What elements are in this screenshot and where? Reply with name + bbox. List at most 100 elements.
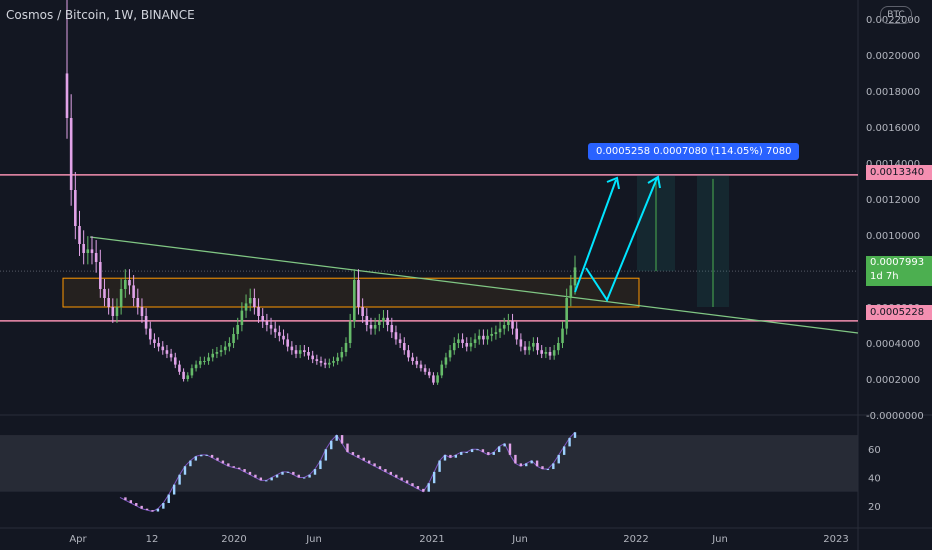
rsi-bar (497, 446, 501, 453)
rsi-bar (568, 437, 571, 447)
price-tick-label: 0.0010000 (866, 231, 920, 242)
rsi-bar (525, 463, 528, 467)
candle (128, 269, 131, 295)
candle (103, 278, 106, 307)
candle-body (377, 321, 381, 325)
candle (365, 308, 369, 332)
candle (136, 288, 140, 315)
candle-body (107, 298, 110, 307)
candle (290, 341, 294, 355)
candle-body (423, 368, 427, 372)
candle-body (207, 357, 210, 361)
candle-body (232, 334, 235, 343)
price-tick-label: 0.0012000 (866, 195, 920, 206)
rsi-bar (248, 471, 252, 475)
candle (269, 317, 273, 335)
candle-body (94, 253, 98, 262)
rsi-bar (470, 449, 474, 453)
candle (194, 360, 198, 372)
candle (207, 352, 210, 365)
candle (536, 337, 539, 355)
rsi-bar (535, 460, 539, 467)
rsi-bar (373, 463, 376, 467)
candle-body (182, 371, 185, 379)
candle-body (140, 307, 144, 316)
candle (244, 294, 248, 318)
rsi-bar (389, 471, 393, 475)
candle-body (490, 334, 494, 336)
candle-body (357, 280, 360, 307)
rsi-bar (232, 466, 235, 468)
candle-body (444, 357, 448, 365)
rsi-bar (351, 452, 355, 455)
candle (482, 329, 485, 345)
candle (115, 298, 119, 323)
current-price-tag: 0.0007993 1d 7h (866, 256, 932, 286)
candle (402, 337, 406, 355)
candle (307, 346, 310, 360)
time-tick-label: 12 (146, 534, 159, 545)
candle (78, 210, 81, 256)
candle-body (278, 332, 281, 336)
candle-body (536, 343, 539, 351)
candle (394, 325, 398, 345)
candle-body (407, 350, 410, 358)
rsi-bar (292, 471, 295, 475)
candle (561, 321, 564, 349)
candle (211, 348, 215, 362)
candle (178, 360, 181, 375)
candle-body (265, 321, 269, 325)
rsi-bar (172, 484, 176, 495)
candle-body (219, 350, 223, 352)
candle (236, 317, 240, 340)
candle (186, 372, 190, 382)
price-tick-label: 0.0002000 (866, 375, 920, 386)
candle (411, 352, 414, 365)
candle (203, 356, 206, 365)
rsi-bar (487, 452, 490, 455)
rsi-bar (205, 454, 208, 456)
candle (165, 345, 169, 359)
candle-body (340, 352, 344, 358)
candle-body (303, 350, 306, 352)
candle-body (198, 361, 202, 365)
candle (415, 356, 419, 369)
currency-badge[interactable]: BTC (880, 6, 912, 24)
candle (469, 337, 473, 352)
price-tick-label: 0.0004000 (866, 339, 920, 350)
candle-body (344, 343, 348, 352)
candle-body (144, 316, 148, 329)
candle-body (527, 346, 531, 351)
rsi-bar (178, 474, 181, 485)
candle (74, 172, 77, 240)
candle-body (69, 118, 73, 190)
candle (69, 94, 73, 206)
candle (144, 308, 148, 335)
candle (107, 288, 110, 315)
candle (502, 317, 506, 335)
candle (278, 325, 281, 342)
rsi-bar (145, 508, 149, 511)
candle (169, 348, 173, 362)
candle-body (273, 328, 277, 333)
time-tick-label: 2021 (419, 534, 444, 545)
candle (157, 337, 160, 352)
candle-body (253, 298, 256, 307)
forecast-arrow-2 (585, 177, 658, 303)
candle-body (332, 361, 335, 363)
rsi-bar (221, 460, 225, 464)
candle-body (498, 328, 502, 333)
candle-body (382, 317, 385, 322)
candle-body (415, 361, 419, 365)
chart-title: Cosmos / Bitcoin, 1W, BINANCE (6, 8, 195, 22)
candle-body (311, 355, 314, 360)
rsi-bar (465, 452, 468, 454)
candle-body (473, 339, 477, 343)
rsi-bar (432, 471, 436, 484)
candle-body (569, 285, 573, 298)
candle (540, 345, 543, 359)
candle-body (157, 343, 160, 347)
candle-body (511, 321, 514, 329)
